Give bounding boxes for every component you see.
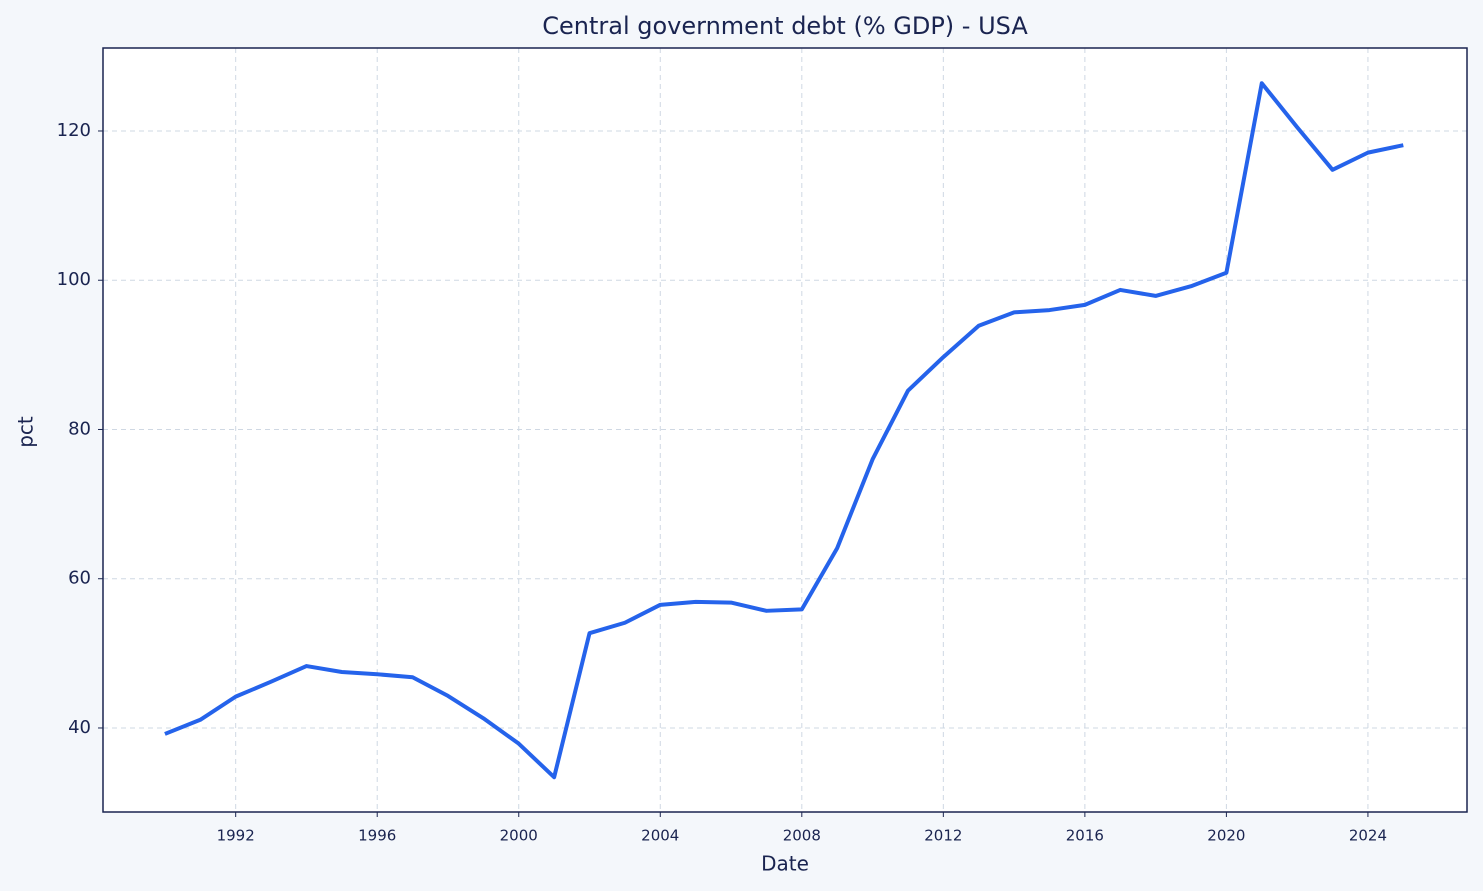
x-axis-label: Date: [761, 852, 809, 876]
y-tick-label: 80: [68, 418, 91, 439]
plot-area: [103, 48, 1467, 812]
x-tick-label: 2020: [1207, 827, 1245, 845]
y-tick-label: 60: [68, 568, 91, 589]
x-tick-label: 2012: [924, 827, 962, 845]
x-tick-label: 2024: [1349, 827, 1387, 845]
y-tick-label: 120: [57, 120, 91, 141]
x-tick-label: 2004: [641, 827, 679, 845]
x-tick-label: 1992: [217, 827, 255, 845]
plot-frame: [102, 47, 1468, 813]
data-line: [164, 81, 1404, 780]
x-tick-label: 1996: [358, 827, 396, 845]
y-axis-label: pct: [14, 416, 38, 448]
chart-title: Central government debt (% GDP) - USA: [542, 12, 1028, 40]
y-tick-label: 100: [57, 269, 91, 290]
x-tick-label: 2008: [783, 827, 821, 845]
x-tick-label: 2016: [1066, 827, 1104, 845]
x-tick-label: 2000: [500, 827, 538, 845]
y-tick-label: 40: [68, 717, 91, 738]
